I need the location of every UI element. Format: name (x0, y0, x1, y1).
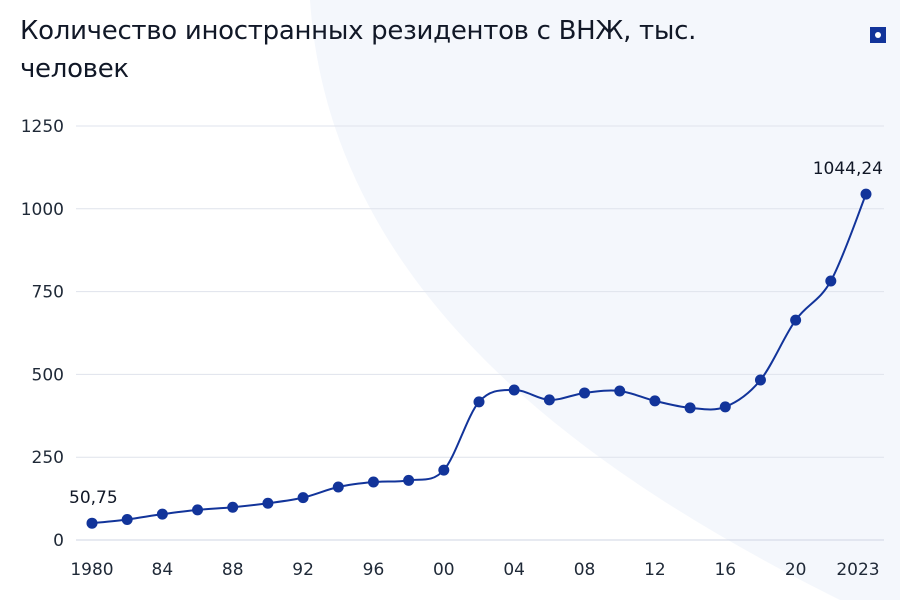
chart-title: Количество иностранных резидентов с ВНЖ,… (20, 16, 697, 84)
data-point (473, 396, 485, 408)
data-point (332, 481, 344, 493)
data-label: 50,75 (69, 488, 118, 508)
x-tick-label: 12 (644, 560, 666, 580)
data-point (649, 395, 661, 407)
x-tick-label: 88 (222, 560, 244, 580)
y-tick-label: 750 (32, 283, 64, 303)
data-point (614, 385, 626, 397)
data-point (860, 188, 872, 200)
data-point (367, 476, 379, 488)
x-tick-label: 04 (503, 560, 525, 580)
data-point (438, 464, 450, 476)
data-point (825, 275, 837, 287)
data-point (86, 517, 98, 529)
data-point (719, 401, 731, 413)
y-tick-label: 1000 (21, 200, 64, 220)
data-point (754, 374, 766, 386)
data-point (297, 492, 309, 504)
data-point (508, 384, 520, 396)
y-tick-label: 0 (53, 531, 64, 551)
x-tick-label: 96 (363, 560, 385, 580)
y-tick-label: 1250 (21, 117, 64, 137)
data-point (403, 474, 415, 486)
data-point (156, 508, 168, 520)
data-point (579, 387, 591, 399)
menu-button[interactable] (870, 27, 886, 43)
data-point (227, 501, 239, 513)
x-tick-label: 16 (714, 560, 736, 580)
data-point (684, 402, 696, 414)
x-tick-label: 92 (292, 560, 314, 580)
data-point (790, 314, 802, 326)
x-tick-label: 2023 (836, 560, 879, 580)
data-point (121, 513, 133, 525)
data-point (543, 394, 555, 406)
y-tick-label: 500 (32, 365, 64, 385)
x-tick-label: 1980 (70, 560, 113, 580)
x-tick-label: 08 (574, 560, 596, 580)
data-point (192, 504, 204, 516)
series-line (91, 193, 867, 525)
y-tick-label: 250 (32, 448, 64, 468)
x-tick-label: 00 (433, 560, 455, 580)
data-label: 1044,24 (813, 159, 883, 179)
menu-dot-icon (875, 32, 881, 38)
x-tick-label: 20 (785, 560, 807, 580)
data-point (262, 497, 274, 509)
x-tick-label: 84 (152, 560, 174, 580)
